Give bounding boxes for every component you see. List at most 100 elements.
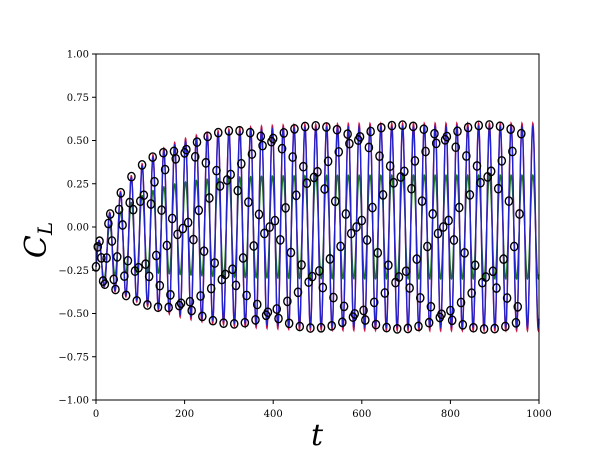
data-point <box>366 126 375 137</box>
data-point <box>208 315 218 326</box>
data-point <box>229 318 239 329</box>
data-point <box>334 146 344 157</box>
data-point <box>151 250 161 261</box>
y-axis: −1.00 −0.75 −0.50 −0.25 0.00 0.25 0.50 0.75 1.00 <box>58 50 96 407</box>
data-point <box>458 319 468 330</box>
data-point <box>405 283 414 293</box>
data-point <box>100 279 110 290</box>
data-point <box>159 147 168 158</box>
data-point <box>281 202 290 213</box>
data-point <box>493 183 503 194</box>
data-point <box>270 215 280 226</box>
data-point <box>415 293 425 303</box>
series-layer <box>95 121 540 333</box>
data-point <box>171 153 181 164</box>
data-point <box>375 151 384 162</box>
data-point <box>414 321 423 332</box>
data-point <box>401 266 411 277</box>
data-point <box>392 323 402 334</box>
data-point <box>463 122 473 133</box>
y-tick-label: 1.00 <box>67 50 89 61</box>
data-point <box>421 146 430 157</box>
data-point <box>437 309 446 320</box>
data-point <box>456 297 466 308</box>
data-point <box>439 222 448 232</box>
data-point <box>453 126 462 137</box>
data-point <box>260 228 269 239</box>
data-point <box>295 321 305 332</box>
data-point <box>231 280 241 291</box>
data-point <box>423 241 432 252</box>
data-point <box>275 234 285 245</box>
data-point <box>226 169 235 180</box>
data-point <box>447 315 457 326</box>
data-point <box>199 246 209 257</box>
data-point <box>426 301 436 312</box>
data-point <box>318 282 328 293</box>
data-point <box>277 143 287 154</box>
y-axis-label: CL <box>19 222 57 258</box>
data-point <box>462 151 471 161</box>
data-point <box>107 236 117 246</box>
data-point <box>297 259 306 270</box>
y-tick-label: 0.00 <box>67 223 89 234</box>
data-point <box>417 196 427 207</box>
data-point <box>160 164 170 175</box>
data-point <box>256 131 266 142</box>
data-point <box>474 120 484 131</box>
data-point <box>412 254 422 265</box>
data-point <box>332 124 342 135</box>
data-point <box>105 209 115 219</box>
data-point <box>371 319 381 330</box>
data-point <box>361 315 370 325</box>
data-point <box>203 131 212 142</box>
data-point <box>497 155 507 166</box>
data-point <box>97 253 106 263</box>
data-point <box>389 177 399 188</box>
data-point <box>134 262 143 273</box>
data-point <box>174 300 184 311</box>
data-point <box>499 254 508 265</box>
data-point <box>183 217 193 228</box>
x-tick-label: 400 <box>264 409 283 420</box>
data-point <box>137 160 147 170</box>
data-point <box>272 304 282 314</box>
data-point <box>470 260 480 271</box>
data-point <box>368 202 377 213</box>
data-point <box>284 318 294 329</box>
data-point <box>449 235 459 245</box>
data-point <box>109 274 119 285</box>
data-point <box>219 318 228 329</box>
data-point <box>336 241 345 252</box>
data-point <box>212 165 221 176</box>
data-point <box>192 137 202 148</box>
data-point <box>150 176 159 187</box>
y-tick-label: 0.50 <box>67 136 89 147</box>
data-point <box>173 229 182 240</box>
data-point <box>313 166 322 177</box>
data-point <box>274 313 283 324</box>
data-point <box>394 272 404 282</box>
data-point <box>116 187 126 198</box>
y-tick-label: −1.00 <box>58 396 89 407</box>
data-point <box>325 254 335 264</box>
data-point <box>300 121 310 132</box>
data-point <box>398 120 407 131</box>
data-point <box>102 253 111 263</box>
data-point <box>485 120 494 130</box>
data-point <box>460 247 469 258</box>
data-point <box>442 131 452 142</box>
data-point <box>148 152 157 162</box>
data-point <box>338 317 347 328</box>
data-point <box>143 300 152 310</box>
data-point <box>93 241 103 252</box>
data-point <box>146 199 156 209</box>
data-point <box>210 258 220 268</box>
data-point <box>472 161 482 171</box>
data-point <box>249 241 259 251</box>
x-axis-label: t <box>311 418 324 449</box>
data-point <box>127 171 136 182</box>
x-tick-label: 200 <box>175 409 194 420</box>
data-point <box>479 324 489 334</box>
data-point <box>362 235 372 245</box>
